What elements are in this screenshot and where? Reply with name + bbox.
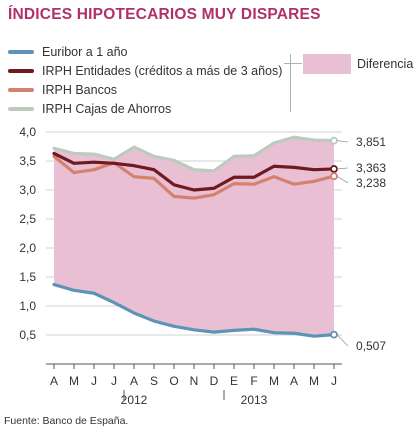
- y-tick-label: 1,0: [19, 299, 36, 313]
- end-marker-irph-bancos: [330, 172, 338, 181]
- difference-area: [54, 137, 334, 337]
- legend-label-euribor: Euribor a 1 año: [42, 45, 128, 59]
- x-tick-label: S: [150, 374, 158, 388]
- x-tick-label: J: [331, 374, 337, 388]
- y-tick-label: 3,5: [19, 154, 36, 168]
- y-tick-label: 3,0: [19, 183, 36, 197]
- legend-item-euribor: Euribor a 1 año: [8, 44, 127, 60]
- legend-item-irph-bancos: IRPH Bancos: [8, 82, 117, 98]
- x-tick-label: A: [50, 374, 58, 388]
- legend-swatch-irph-cajas: [8, 107, 34, 111]
- y-tick-label: 4,0: [19, 125, 36, 139]
- x-tick-label: M: [269, 374, 279, 388]
- series-line-irph-entidades: [52, 151, 336, 192]
- x-tick-label: J: [91, 374, 97, 388]
- x-tick-label: N: [190, 374, 199, 388]
- x-tick-label: A: [290, 374, 298, 388]
- legend-swatch-difference: [303, 54, 351, 74]
- x-tick-label: O: [169, 374, 178, 388]
- x-tick-label: M: [309, 374, 319, 388]
- y-tick-label: 0,5: [19, 328, 36, 342]
- legend-swatch-irph-bancos: [8, 88, 34, 92]
- legend-label-irph-entidades: IRPH Entidades (créditos a más de 3 años…: [42, 64, 283, 78]
- x-tick-label: M: [69, 374, 79, 388]
- legend: Euribor a 1 año IRPH Entidades (créditos…: [8, 44, 414, 120]
- x-tick-label: J: [111, 374, 117, 388]
- year-label: 2013: [241, 393, 268, 407]
- end-leader-euribor: [336, 334, 349, 347]
- year-label: 2012: [121, 393, 148, 407]
- series-line-irph-cajas: [52, 135, 336, 173]
- y-tick-label: 2,5: [19, 212, 36, 226]
- legend-swatch-euribor: [8, 50, 34, 54]
- end-marker-euribor: [330, 330, 338, 339]
- end-value-label-irph-cajas: 3,851: [356, 135, 386, 149]
- legend-swatch-irph-entidades: [8, 69, 34, 73]
- chart-title: ÍNDICES HIPOTECARIOS MUY DISPARES: [8, 6, 321, 23]
- source-note: Fuente: Banco de España.: [4, 415, 129, 427]
- legend-connector: [284, 63, 302, 64]
- y-tick-label: 1,5: [19, 270, 36, 284]
- x-tick-label: A: [130, 374, 138, 388]
- end-leader-irph-bancos: [336, 175, 349, 184]
- x-tick-label: F: [250, 374, 257, 388]
- legend-item-irph-entidades: IRPH Entidades (créditos a más de 3 años…: [8, 63, 282, 79]
- legend-label-irph-cajas: IRPH Cajas de Ahorros: [42, 102, 172, 116]
- end-value-label-euribor: 0,507: [356, 339, 386, 353]
- end-marker-irph-cajas: [330, 136, 338, 145]
- legend-divider: [290, 54, 291, 112]
- x-tick-label: D: [210, 374, 219, 388]
- end-leader-irph-entidades: [336, 167, 349, 170]
- end-leader-irph-cajas: [336, 140, 349, 143]
- series-line-euribor: [52, 282, 336, 338]
- legend-item-difference: Diferencia: [303, 54, 413, 74]
- legend-item-irph-cajas: IRPH Cajas de Ahorros: [8, 101, 171, 117]
- y-tick-label: 2,0: [19, 241, 36, 255]
- end-value-label-irph-entidades: 3,363: [356, 161, 386, 175]
- end-marker-irph-entidades: [330, 165, 338, 173]
- end-value-label-irph-bancos: 3,238: [356, 176, 386, 190]
- legend-label-difference: Diferencia: [357, 57, 414, 71]
- series-line-irph-bancos: [52, 154, 336, 200]
- legend-label-irph-bancos: IRPH Bancos: [42, 83, 118, 97]
- x-tick-label: E: [230, 374, 238, 388]
